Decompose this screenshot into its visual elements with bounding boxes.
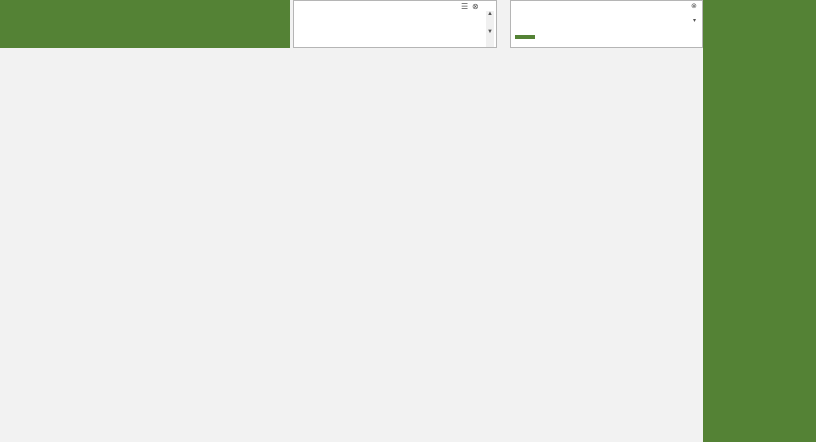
timeline-bar[interactable] bbox=[515, 35, 535, 39]
multi-select-icon[interactable]: ☰ bbox=[461, 2, 469, 11]
insights-panel bbox=[703, 0, 816, 442]
slicer-scrollbar[interactable]: ▲ ▼ bbox=[486, 11, 494, 47]
date-timeline[interactable]: ⊗ ▾ bbox=[510, 0, 703, 48]
chevron-down-icon[interactable]: ▾ bbox=[693, 18, 697, 24]
country-slicer[interactable]: ☰ ⊗ ▲ ▼ bbox=[293, 0, 497, 48]
clear-filter-icon[interactable]: ⊗ bbox=[472, 2, 479, 11]
timeline-filter-icon[interactable]: ⊗ bbox=[691, 3, 697, 10]
banner bbox=[0, 0, 290, 48]
